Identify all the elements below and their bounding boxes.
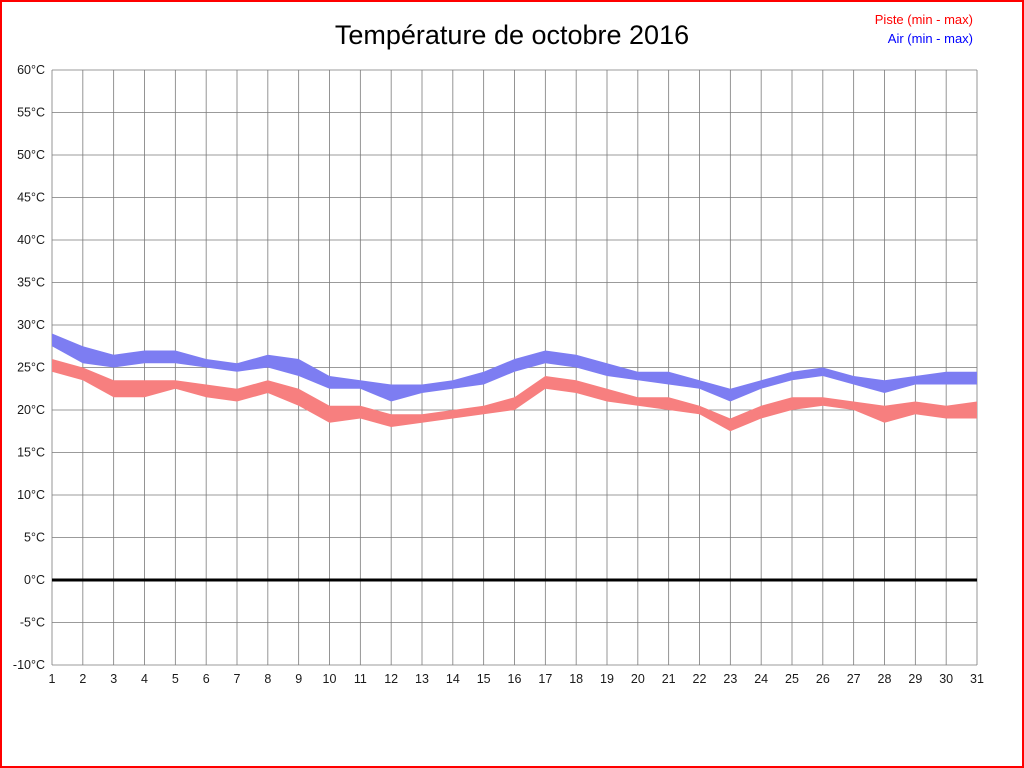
svg-text:15: 15 xyxy=(477,672,491,686)
legend-item-piste: Piste (min - max) xyxy=(874,12,973,27)
svg-text:7: 7 xyxy=(234,672,241,686)
svg-text:30°C: 30°C xyxy=(17,318,45,332)
svg-text:26: 26 xyxy=(816,672,830,686)
svg-text:31: 31 xyxy=(970,672,984,686)
svg-text:8: 8 xyxy=(264,672,271,686)
svg-text:4: 4 xyxy=(141,672,148,686)
svg-text:10°C: 10°C xyxy=(17,488,45,502)
svg-text:27: 27 xyxy=(847,672,861,686)
legend-item-air: Air (min - max) xyxy=(887,31,973,46)
svg-text:20: 20 xyxy=(631,672,645,686)
legend: Piste (min - max) Air (min - max) xyxy=(875,10,973,48)
svg-text:12: 12 xyxy=(384,672,398,686)
svg-text:3: 3 xyxy=(110,672,117,686)
svg-text:16: 16 xyxy=(508,672,522,686)
svg-text:9: 9 xyxy=(295,672,302,686)
svg-text:45°C: 45°C xyxy=(17,191,45,205)
svg-text:15°C: 15°C xyxy=(17,446,45,460)
svg-text:5°C: 5°C xyxy=(24,531,45,545)
svg-text:10: 10 xyxy=(323,672,337,686)
svg-text:21: 21 xyxy=(662,672,676,686)
svg-text:22: 22 xyxy=(693,672,707,686)
svg-text:13: 13 xyxy=(415,672,429,686)
x-axis-labels: 1 2 3 4 5 6 7 8 9 10 11 12 13 14 15 16 17 18 19 20 21 22 23 24 2… xyxy=(49,672,984,686)
svg-text:2: 2 xyxy=(79,672,86,686)
svg-text:25°C: 25°C xyxy=(17,361,45,375)
svg-text:35°C: 35°C xyxy=(17,276,45,290)
chart-title: Température de octobre 2016 xyxy=(334,20,690,50)
svg-text:6: 6 xyxy=(203,672,210,686)
svg-text:1: 1 xyxy=(49,672,56,686)
svg-text:18: 18 xyxy=(569,672,583,686)
air-band xyxy=(52,333,977,402)
svg-text:5: 5 xyxy=(172,672,179,686)
svg-text:17: 17 xyxy=(538,672,552,686)
svg-text:60°C: 60°C xyxy=(17,63,45,77)
svg-text:19: 19 xyxy=(600,672,614,686)
svg-text:55°C: 55°C xyxy=(17,106,45,120)
y-axis-labels: 60°C 55°C 50°C 45°C 40°C 35°C 30°C 25°C 20°C 15°C… xyxy=(13,63,45,672)
svg-text:24: 24 xyxy=(754,672,768,686)
svg-text:40°C: 40°C xyxy=(17,233,45,247)
svg-text:23: 23 xyxy=(723,672,737,686)
svg-text:30: 30 xyxy=(939,672,953,686)
svg-text:25: 25 xyxy=(785,672,799,686)
svg-text:-10°C: -10°C xyxy=(13,658,45,672)
svg-text:20°C: 20°C xyxy=(17,403,45,417)
piste-band xyxy=(52,359,977,432)
svg-text:14: 14 xyxy=(446,672,460,686)
svg-text:-5°C: -5°C xyxy=(20,616,45,630)
svg-text:29: 29 xyxy=(908,672,922,686)
svg-text:11: 11 xyxy=(354,672,367,686)
svg-text:28: 28 xyxy=(878,672,892,686)
svg-text:50°C: 50°C xyxy=(17,148,45,162)
svg-text:0°C: 0°C xyxy=(24,573,45,587)
